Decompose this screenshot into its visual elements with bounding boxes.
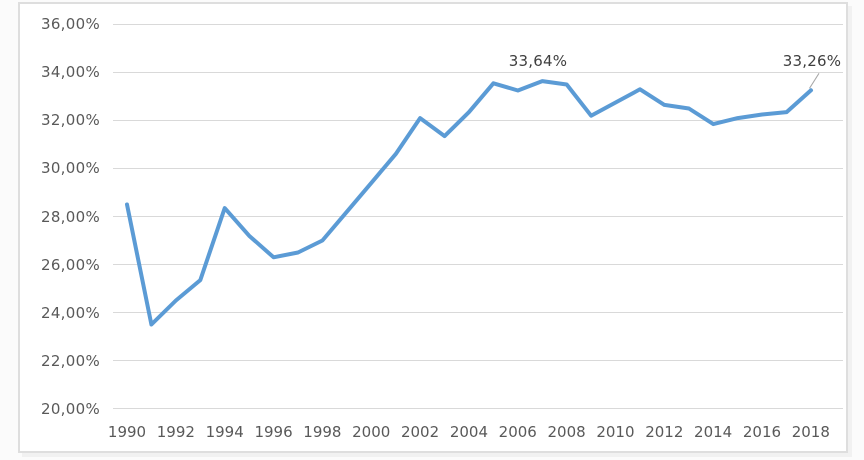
x-axis-tick-label: 1992 xyxy=(156,423,195,441)
data-label-leader-line xyxy=(809,73,820,89)
x-axis-tick-label: 2002 xyxy=(400,423,440,441)
y-axis-tick-label: 28,00% xyxy=(41,207,100,226)
x-axis-tick-label: 2012 xyxy=(645,423,684,441)
y-axis: 36,00% 34,00% 32,00% 30,00% 28,00% 26,00… xyxy=(25,15,100,418)
x-axis-tick-label: 2010 xyxy=(596,423,635,441)
x-axis: 1990 1992 1994 1996 1998 2000 2002 2004 … xyxy=(103,423,835,441)
y-axis-tick-label: 36,00% xyxy=(41,15,100,33)
y-axis-tick-label: 32,00% xyxy=(41,111,100,130)
x-axis-tick-label: 2016 xyxy=(742,423,782,441)
data-label-2007-max: 33,64% xyxy=(508,52,568,70)
x-axis-tick-label: 2004 xyxy=(449,423,488,441)
x-axis-tick-label: 1996 xyxy=(254,423,293,441)
x-axis-tick-label: 1994 xyxy=(205,423,244,441)
y-axis-tick-label: 34,00% xyxy=(41,63,100,82)
x-axis-tick-label: 2006 xyxy=(498,423,537,441)
y-axis-tick-label: 24,00% xyxy=(41,303,100,322)
data-label-2018-last: 33,26% xyxy=(782,52,842,70)
x-axis-tick-label: 1990 xyxy=(107,423,147,441)
x-axis-tick-label: 2018 xyxy=(791,423,830,441)
y-axis-tick-label: 22,00% xyxy=(41,351,100,370)
x-axis-tick-label: 2014 xyxy=(694,423,733,441)
x-axis-tick-label: 2000 xyxy=(352,423,391,441)
y-axis-tick-label: 20,00% xyxy=(41,400,100,418)
y-axis-tick-label: 26,00% xyxy=(41,255,100,274)
x-axis-tick-label: 1998 xyxy=(303,423,342,441)
data-series-line xyxy=(125,79,813,327)
x-axis-tick-label: 2008 xyxy=(547,423,586,441)
y-axis-tick-label: 30,00% xyxy=(41,159,100,178)
chart-frame xyxy=(18,2,848,453)
